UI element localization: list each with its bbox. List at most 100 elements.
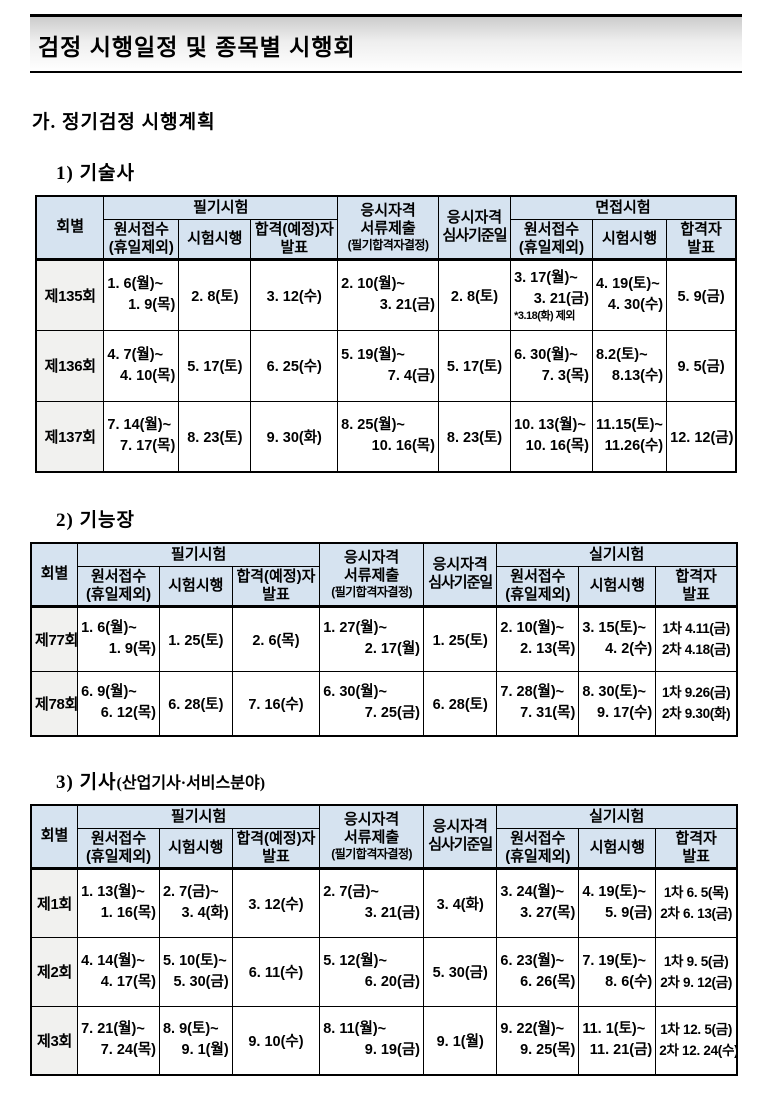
group-written-exam: 필기시험	[77, 542, 321, 567]
table1-header: 회별 필기시험 응시자격 서류제출 (필기합격자결정) 응시자격 심사기준일 면…	[35, 195, 737, 260]
col-criteria: 응시자격 심사기준일	[422, 542, 498, 607]
col-pass2: 합격자 발표	[655, 827, 738, 869]
exam2-cell: 7. 19(토)~ 8. 6(수)	[578, 936, 657, 1007]
docs-cell: 1. 27(월)~ 2. 17(월)	[319, 605, 424, 672]
table-row: 제137회 7. 14(월)~ 7. 17(목) 8. 23(토) 9. 30(…	[35, 400, 737, 473]
col-apply1: 원서접수 (휴일제외)	[77, 827, 160, 869]
pass1-cell: 7. 16(수)	[231, 670, 321, 737]
col-pass1: 합격(예정)자 발표	[231, 827, 321, 869]
apply2-cell: 3. 24(월)~ 3. 27(목)	[496, 867, 580, 938]
table3-header: 회별 필기시험 응시자격 서류제출 (필기합격자결정) 응시자격 심사기준일 실…	[30, 804, 738, 869]
pass1-cell: 6. 11(수)	[231, 936, 321, 1007]
docs-cell: 8. 11(월)~ 9. 19(금)	[319, 1005, 424, 1076]
col-apply1: 원서접수 (휴일제외)	[103, 218, 180, 260]
criteria-cell: 9. 1(월)	[422, 1005, 498, 1076]
apply2-cell: 9. 22(월)~ 9. 25(목)	[496, 1005, 580, 1076]
apply2-cell: 3. 17(월)~ 3. 21(금) *3.18(화) 제외	[510, 258, 593, 331]
exam1-cell: 1. 25(토)	[158, 605, 233, 672]
round-label: 제77회	[30, 605, 79, 672]
criteria-cell: 3. 4(화)	[422, 867, 498, 938]
group-practical-exam: 실기시험	[496, 542, 738, 567]
pass1-cell: 6. 25(수)	[250, 329, 339, 402]
table2-heading: 2) 기능장	[56, 510, 136, 531]
criteria-cell: 2. 8(토)	[437, 258, 512, 331]
apply1-cell: 4. 14(월)~ 4. 17(목)	[77, 936, 160, 1007]
col-round: 회별	[30, 542, 79, 607]
pass1-cell: 9. 10(수)	[231, 1005, 321, 1076]
pass2-cell: 1차 12. 5(금) 2차 12. 24(수)	[655, 1005, 738, 1076]
pass1-cell: 3. 12(수)	[250, 258, 339, 331]
docs-cell: 2. 10(월)~ 3. 21(금)	[337, 258, 439, 331]
criteria-cell: 5. 17(토)	[437, 329, 512, 402]
exam2-cell: 4. 19(토)~ 5. 9(금)	[578, 867, 657, 938]
group-interview-exam: 면접시험	[510, 195, 737, 220]
round-label: 제137회	[35, 400, 105, 473]
col-docs: 응시자격 서류제출 (필기합격자결정)	[319, 804, 424, 869]
col-round: 회별	[30, 804, 79, 869]
round-label: 제1회	[30, 867, 79, 938]
docs-cell: 5. 19(월)~ 7. 4(금)	[337, 329, 439, 402]
exam-schedule-table-gisulsa: 회별 필기시험 응시자격 서류제출 (필기합격자결정) 응시자격 심사기준일 면…	[35, 195, 737, 473]
col-apply2: 원서접수 (휴일제외)	[496, 827, 580, 869]
table-row: 제1회 1. 13(월)~ 1. 16(목) 2. 7(금)~ 3. 4(화) …	[30, 867, 738, 938]
table-row: 제135회 1. 6(월)~ 1. 9(목) 2. 8(토) 3. 12(수) …	[35, 258, 737, 331]
round-label: 제78회	[30, 670, 79, 737]
exam-schedule-table-gineungjang: 회별 필기시험 응시자격 서류제출 (필기합격자결정) 응시자격 심사기준일 실…	[30, 542, 738, 737]
col-apply1: 원서접수 (휴일제외)	[77, 565, 160, 607]
table2-header: 회별 필기시험 응시자격 서류제출 (필기합격자결정) 응시자격 심사기준일 실…	[30, 542, 738, 607]
table-row: 제136회 4. 7(월)~ 4. 10(목) 5. 17(토) 6. 25(수…	[35, 329, 737, 402]
exam1-cell: 8. 9(토)~ 9. 1(월)	[158, 1005, 233, 1076]
col-pass1: 합격(예정)자 발표	[250, 218, 339, 260]
criteria-cell: 6. 28(토)	[422, 670, 498, 737]
col-exam1: 시험시행	[178, 218, 252, 260]
page-title: 검정 시행일정 및 종목별 시행회	[30, 14, 742, 73]
apply1-cell: 1. 6(월)~ 1. 9(목)	[103, 258, 180, 331]
col-apply2: 원서접수 (휴일제외)	[496, 565, 580, 607]
group-written-exam: 필기시험	[77, 804, 321, 829]
apply2-cell: 7. 28(월)~ 7. 31(목)	[496, 670, 580, 737]
table3-heading-paren: (산업기사·서비스분야)	[116, 775, 266, 792]
apply1-cell: 1. 6(월)~ 1. 9(목)	[77, 605, 160, 672]
page-title-text: 검정 시행일정 및 종목별 시행회	[38, 34, 356, 60]
table-row: 제78회 6. 9(월)~ 6. 12(목) 6. 28(토) 7. 16(수)…	[30, 670, 738, 737]
col-docs: 응시자격 서류제출 (필기합격자결정)	[337, 195, 439, 260]
section-heading: 가. 정기검정 시행계획	[32, 112, 216, 133]
group-practical-exam: 실기시험	[496, 804, 738, 829]
docs-cell: 5. 12(월)~ 6. 20(금)	[319, 936, 424, 1007]
col-pass2: 합격자 발표	[666, 218, 737, 260]
exam1-cell: 5. 10(토)~ 5. 30(금)	[158, 936, 233, 1007]
table-row: 제2회 4. 14(월)~ 4. 17(목) 5. 10(토)~ 5. 30(금…	[30, 936, 738, 1007]
exam2-cell: 3. 15(토)~ 4. 2(수)	[578, 605, 657, 672]
exam2-cell: 4. 19(토)~ 4. 30(수)	[591, 258, 668, 331]
table1-heading: 1) 기술사	[56, 163, 136, 184]
criteria-cell: 1. 25(토)	[422, 605, 498, 672]
apply2-cell: 10. 13(월)~ 10. 16(목)	[510, 400, 593, 473]
pass2-cell: 1차 4.11(금) 2차 4.18(금)	[655, 605, 738, 672]
col-round: 회별	[35, 195, 105, 260]
table-row: 제77회 1. 6(월)~ 1. 9(목) 1. 25(토) 2. 6(목) 1…	[30, 605, 738, 672]
exam1-cell: 2. 8(토)	[178, 258, 252, 331]
pass1-cell: 3. 12(수)	[231, 867, 321, 938]
col-apply2: 원서접수 (휴일제외)	[510, 218, 593, 260]
docs-cell: 2. 7(금)~ 3. 21(금)	[319, 867, 424, 938]
apply1-cell: 4. 7(월)~ 4. 10(목)	[103, 329, 180, 402]
exam2-cell: 11.15(토)~ 11.26(수)	[591, 400, 668, 473]
group-written-exam: 필기시험	[103, 195, 339, 220]
col-exam2: 시험시행	[578, 827, 657, 869]
table-row: 제3회 7. 21(월)~ 7. 24(목) 8. 9(토)~ 9. 1(월) …	[30, 1005, 738, 1076]
exam1-cell: 6. 28(토)	[158, 670, 233, 737]
round-label: 제135회	[35, 258, 105, 331]
col-criteria: 응시자격 심사기준일	[422, 804, 498, 869]
exam1-cell: 8. 23(토)	[178, 400, 252, 473]
col-pass1: 합격(예정)자 발표	[231, 565, 321, 607]
exam2-cell: 8.2(토)~ 8.13(수)	[591, 329, 668, 402]
apply1-cell: 1. 13(월)~ 1. 16(목)	[77, 867, 160, 938]
pass2-cell: 1차 9.26(금) 2차 9.30(화)	[655, 670, 738, 737]
col-exam2: 시험시행	[578, 565, 657, 607]
apply1-cell: 7. 14(월)~ 7. 17(목)	[103, 400, 180, 473]
col-exam1: 시험시행	[158, 827, 233, 869]
exam2-cell: 11. 1(토)~ 11. 21(금)	[578, 1005, 657, 1076]
exam1-cell: 2. 7(금)~ 3. 4(화)	[158, 867, 233, 938]
pass2-cell: 1차 9. 5(금) 2차 9. 12(금)	[655, 936, 738, 1007]
